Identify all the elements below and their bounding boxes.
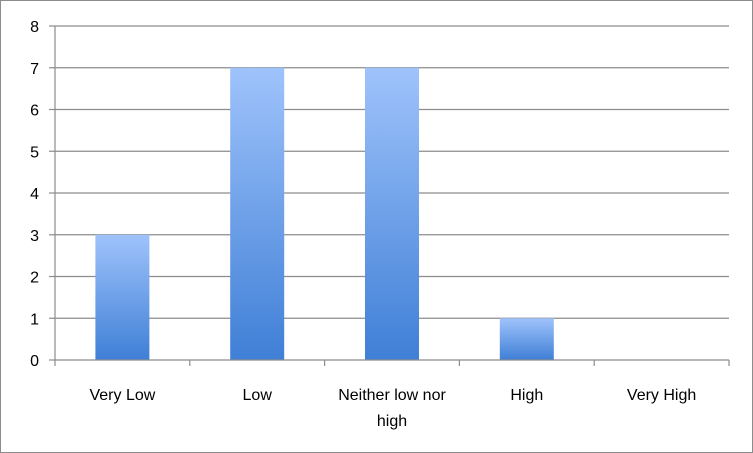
x-tick-label: Very Low (89, 387, 155, 404)
bar-neither-low-nor-high (365, 67, 419, 360)
y-tick-label: 6 (30, 103, 39, 120)
x-tick-label: Low (243, 387, 273, 404)
bars (95, 67, 554, 360)
y-tick-label: 7 (30, 61, 39, 78)
y-tick-labels: 0 1 2 3 4 5 6 7 8 (30, 19, 39, 370)
axes (49, 25, 730, 366)
x-tick-label-line: Low (243, 387, 273, 404)
x-tick-labels: Very Low Low Neither low nor high High Very H… (89, 387, 696, 430)
x-tick-label-line: High (510, 387, 543, 404)
x-tick-label: Very High (627, 387, 696, 404)
y-tick-label: 8 (30, 19, 39, 36)
x-tick-label-line: Very High (627, 387, 696, 404)
bar-low (230, 67, 285, 360)
y-tick-label: 2 (30, 270, 39, 287)
x-tick-label: High (510, 387, 543, 404)
x-tick-label: Neither low nor high (338, 387, 446, 430)
x-tick-label-line: high (377, 413, 407, 430)
y-tick-label: 3 (30, 228, 39, 245)
bar-high (499, 318, 554, 360)
x-tick-label-line: Very Low (89, 387, 155, 404)
y-tick-label: 0 (30, 353, 39, 370)
bar-very-low (95, 234, 150, 360)
x-tick-label-line: Neither low nor (338, 387, 446, 404)
y-tick-label: 5 (30, 144, 39, 161)
y-tick-label: 1 (30, 311, 39, 328)
y-tick-label: 4 (30, 186, 39, 203)
